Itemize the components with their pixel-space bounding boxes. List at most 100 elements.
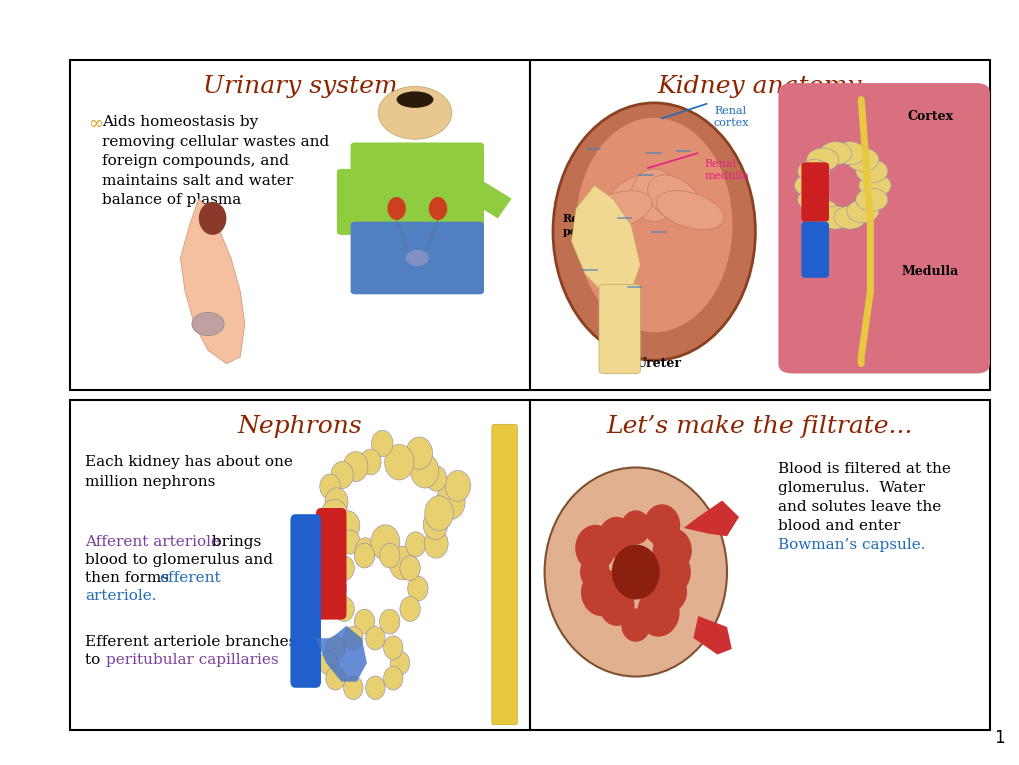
FancyBboxPatch shape <box>801 162 828 222</box>
Circle shape <box>797 188 829 211</box>
Circle shape <box>621 608 650 642</box>
Circle shape <box>389 546 417 580</box>
Circle shape <box>354 609 374 634</box>
Circle shape <box>650 549 690 595</box>
FancyBboxPatch shape <box>316 508 346 620</box>
Text: Renal
pelvis: Renal pelvis <box>561 213 598 237</box>
Circle shape <box>325 636 344 659</box>
Polygon shape <box>693 616 731 655</box>
Circle shape <box>408 576 428 601</box>
Circle shape <box>366 676 385 699</box>
Circle shape <box>544 467 727 676</box>
Text: blood to glomerulus and: blood to glomerulus and <box>85 553 273 567</box>
Bar <box>530 400 989 730</box>
Text: Each kidney has about one
million nephrons: Each kidney has about one million nephro… <box>85 455 292 489</box>
Text: efferent: efferent <box>159 571 220 585</box>
Ellipse shape <box>387 197 406 220</box>
Circle shape <box>650 571 687 613</box>
Text: Blood is filtered at the: Blood is filtered at the <box>777 462 950 476</box>
Circle shape <box>423 509 447 539</box>
Circle shape <box>378 86 451 139</box>
Circle shape <box>399 597 420 621</box>
Circle shape <box>354 543 374 568</box>
Circle shape <box>343 676 363 699</box>
Bar <box>70 60 530 390</box>
Text: Urinary system: Urinary system <box>203 75 397 98</box>
Text: arteriole.: arteriole. <box>85 589 156 603</box>
Text: Let’s make the filtrate...: Let’s make the filtrate... <box>606 415 912 438</box>
Ellipse shape <box>647 175 701 223</box>
Circle shape <box>390 651 410 675</box>
Circle shape <box>399 556 420 581</box>
Polygon shape <box>316 626 367 682</box>
Circle shape <box>411 454 438 488</box>
Text: Cortex: Cortex <box>906 109 953 122</box>
Circle shape <box>846 200 878 223</box>
Circle shape <box>598 517 634 558</box>
Polygon shape <box>571 185 640 298</box>
Text: Medulla: Medulla <box>901 265 958 278</box>
Text: Renal
cortex: Renal cortex <box>713 106 749 128</box>
Text: Ureter: Ureter <box>635 357 681 370</box>
FancyBboxPatch shape <box>598 285 640 373</box>
Circle shape <box>599 585 634 626</box>
Circle shape <box>652 528 691 573</box>
Circle shape <box>326 576 346 601</box>
Circle shape <box>581 568 623 616</box>
Circle shape <box>580 555 609 589</box>
Text: glomerulus.  Water: glomerulus. Water <box>777 481 924 495</box>
Circle shape <box>384 444 414 480</box>
Circle shape <box>637 588 679 636</box>
Circle shape <box>371 525 399 560</box>
Circle shape <box>333 597 354 621</box>
FancyBboxPatch shape <box>777 83 989 373</box>
Circle shape <box>343 627 363 650</box>
Circle shape <box>834 206 865 230</box>
Circle shape <box>611 545 659 600</box>
Ellipse shape <box>406 249 428 266</box>
Circle shape <box>360 449 381 475</box>
Circle shape <box>379 609 399 634</box>
Circle shape <box>643 504 680 546</box>
Circle shape <box>797 160 829 183</box>
FancyBboxPatch shape <box>351 142 484 235</box>
Text: blood and enter: blood and enter <box>777 519 900 533</box>
FancyBboxPatch shape <box>801 222 828 278</box>
Circle shape <box>330 461 353 489</box>
Bar <box>70 400 530 730</box>
Ellipse shape <box>655 190 723 229</box>
Circle shape <box>806 148 838 171</box>
Circle shape <box>436 484 465 519</box>
Text: Aids homeostasis by
removing cellular wastes and
foreign compounds, and
maintain: Aids homeostasis by removing cellular wa… <box>102 115 329 207</box>
Circle shape <box>406 437 432 469</box>
Circle shape <box>371 431 392 457</box>
Polygon shape <box>683 500 739 536</box>
Text: to: to <box>85 653 105 667</box>
Ellipse shape <box>605 175 660 223</box>
FancyBboxPatch shape <box>491 425 517 725</box>
Text: Renal
medulla: Renal medulla <box>704 159 749 181</box>
Ellipse shape <box>552 103 755 360</box>
Circle shape <box>858 174 891 197</box>
Circle shape <box>340 530 360 554</box>
Circle shape <box>320 474 340 500</box>
Circle shape <box>383 636 403 659</box>
Circle shape <box>855 160 888 183</box>
Ellipse shape <box>428 197 446 220</box>
Text: 1: 1 <box>994 729 1004 747</box>
Circle shape <box>818 142 851 164</box>
Text: Bowman’s capsule.: Bowman’s capsule. <box>777 538 924 552</box>
Polygon shape <box>180 199 245 363</box>
Circle shape <box>425 466 446 491</box>
Circle shape <box>342 451 368 482</box>
Text: Nephrons: Nephrons <box>237 415 362 438</box>
Ellipse shape <box>584 190 651 229</box>
Circle shape <box>383 666 403 690</box>
Text: Efferent arteriole branches: Efferent arteriole branches <box>85 635 297 649</box>
Circle shape <box>846 148 878 171</box>
Circle shape <box>794 174 825 197</box>
Text: Kidney anatomy: Kidney anatomy <box>657 75 861 98</box>
Circle shape <box>834 142 865 164</box>
Circle shape <box>424 496 453 531</box>
Bar <box>530 60 989 390</box>
